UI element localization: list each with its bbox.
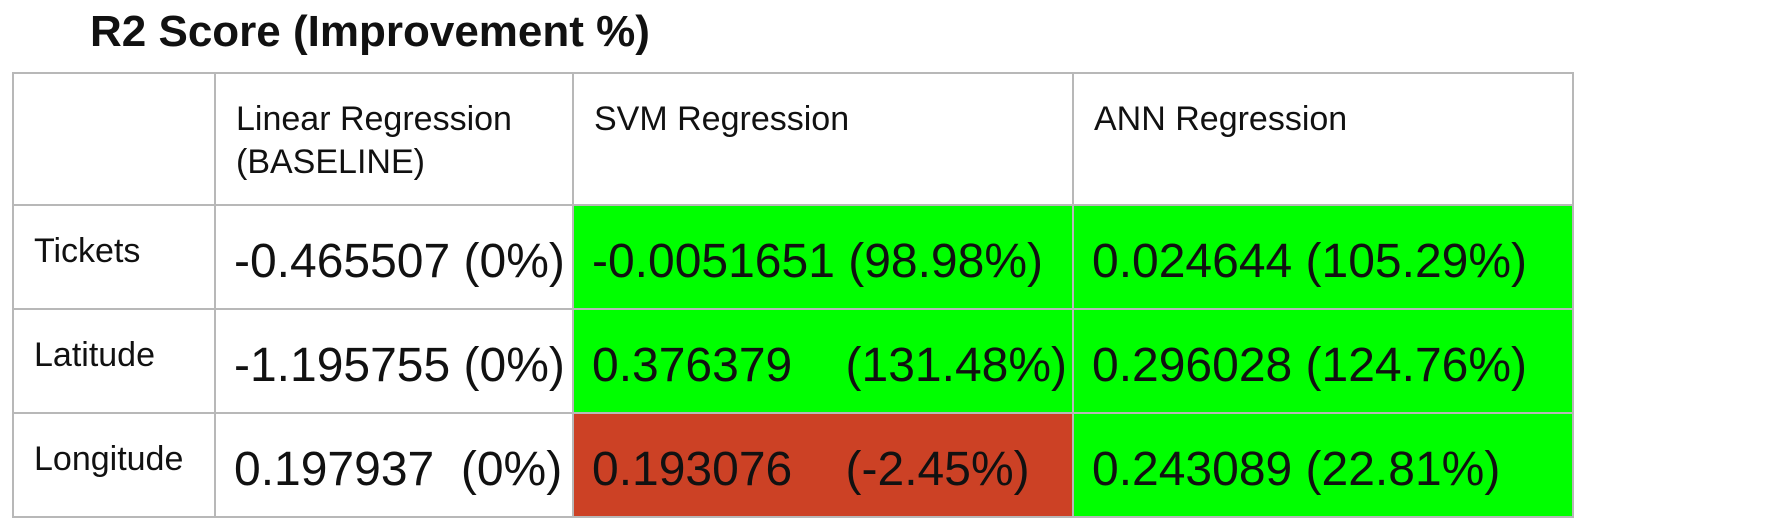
header-svm-regression: SVM Regression [572,72,1074,206]
table-header-row: Linear Regression (BASELINE) SVM Regress… [12,72,1574,206]
cell-longitude-linear: 0.197937 (0%) [214,412,574,518]
row-label-longitude: Longitude [12,412,216,518]
cell-longitude-svm: 0.193076 (-2.45%) [572,412,1074,518]
header-corner-cell [12,72,216,206]
page-title: R2 Score (Improvement %) [90,7,650,56]
cell-tickets-ann: 0.024644 (105.29%) [1072,204,1574,310]
row-label-tickets: Tickets [12,204,216,310]
header-ann-regression: ANN Regression [1072,72,1574,206]
cell-tickets-svm: -0.0051651 (98.98%) [572,204,1074,310]
cell-latitude-linear: -1.195755 (0%) [214,308,574,414]
table-row-latitude: Latitude -1.195755 (0%) 0.376379 (131.48… [12,308,1574,414]
cell-tickets-linear: -0.465507 (0%) [214,204,574,310]
row-label-latitude: Latitude [12,308,216,414]
cell-longitude-ann: 0.243089 (22.81%) [1072,412,1574,518]
header-linear-regression: Linear Regression (BASELINE) [214,72,574,206]
table-row-longitude: Longitude 0.197937 (0%) 0.193076 (-2.45%… [12,412,1574,518]
table-row-tickets: Tickets -0.465507 (0%) -0.0051651 (98.98… [12,204,1574,310]
cell-latitude-svm: 0.376379 (131.48%) [572,308,1074,414]
cell-latitude-ann: 0.296028 (124.76%) [1072,308,1574,414]
r2-score-table: Linear Regression (BASELINE) SVM Regress… [12,72,1574,518]
